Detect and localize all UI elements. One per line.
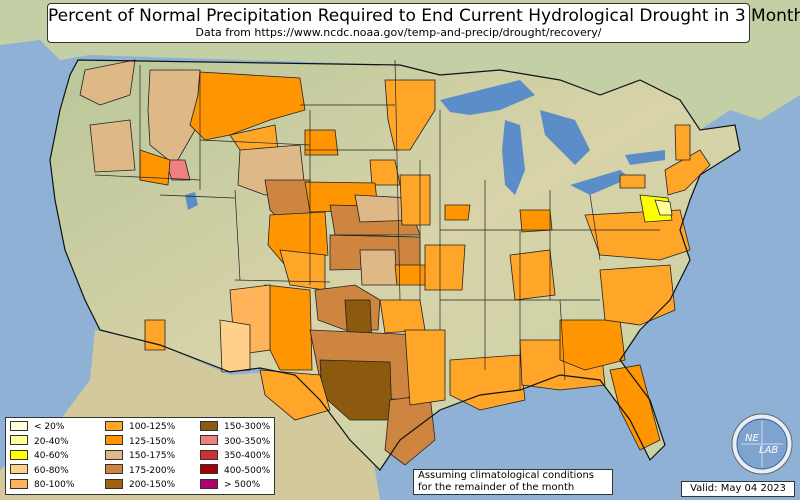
legend-item: < 20% <box>10 420 65 433</box>
legend-label: 60-80% <box>34 465 69 476</box>
legend-swatch <box>105 449 123 460</box>
legend-item: 150-300% <box>200 420 271 433</box>
note-line-1: Assuming climatological conditions <box>418 470 594 481</box>
map-title: Percent of Normal Precipitation Required… <box>48 6 800 26</box>
map-subtitle: Data from https://www.ncdc.noaa.gov/temp… <box>195 26 602 39</box>
lake-huron <box>540 110 590 165</box>
logo-text-2: LAB <box>759 445 778 456</box>
legend-swatch <box>10 435 28 445</box>
logo-text-1: NE <box>745 433 759 444</box>
legend-swatch <box>105 478 123 489</box>
legend-item: 150-175% <box>105 449 176 462</box>
legend-item: 100-125% <box>105 420 176 433</box>
legend-item: 175-200% <box>105 464 176 477</box>
legend-swatch <box>200 449 218 460</box>
legend-swatch <box>200 464 218 474</box>
legend-label: 200-150% <box>129 480 176 490</box>
assumption-note: Assuming climatological conditions for t… <box>413 469 613 495</box>
drought-regions <box>79 59 711 466</box>
legend-item: 350-400% <box>200 449 271 462</box>
legend-item: 40-60% <box>10 449 69 462</box>
legend-label: 150-175% <box>129 451 176 461</box>
lake-superior <box>440 80 535 115</box>
state-borders <box>94 59 660 390</box>
nelab-logo-icon: NE LAB <box>731 413 793 475</box>
legend-label: 175-200% <box>129 465 176 476</box>
legend-label: 80-100% <box>34 480 75 490</box>
legend-item: 125-150% <box>105 435 176 448</box>
legend-item: 200-150% <box>105 478 176 491</box>
title-box: Percent of Normal Precipitation Required… <box>47 3 800 43</box>
legend-swatch <box>10 478 28 489</box>
lake-michigan <box>502 120 525 195</box>
legend-swatch <box>200 435 218 445</box>
legend: < 20% 20-40% 40-60% 60-80% 80-100% 100-125% 12… <box>5 417 275 495</box>
legend-label: 125-150% <box>129 436 176 447</box>
valid-date: Valid: May 04 2023 <box>681 481 795 497</box>
legend-item: 20-40% <box>10 435 69 448</box>
legend-swatch <box>200 478 218 489</box>
legend-item: 400-500% <box>200 464 271 477</box>
legend-item: 300-350% <box>200 435 271 448</box>
legend-swatch <box>105 435 123 445</box>
legend-label: 350-400% <box>224 451 271 461</box>
legend-label: 20-40% <box>34 436 69 447</box>
legend-item: > 500% <box>200 478 261 491</box>
legend-label: 300-350% <box>224 436 271 447</box>
legend-label: 150-300% <box>224 422 271 432</box>
legend-label: < 20% <box>34 422 65 432</box>
legend-label: 100-125% <box>129 422 176 432</box>
lake-ontario <box>625 150 665 165</box>
legend-swatch <box>10 420 28 431</box>
legend-item: 80-100% <box>10 478 75 491</box>
lake-erie <box>570 170 630 195</box>
legend-swatch <box>200 420 218 431</box>
us-border <box>49 59 741 471</box>
legend-swatch <box>10 464 28 474</box>
legend-swatch <box>10 449 28 460</box>
legend-label: > 500% <box>224 480 261 490</box>
legend-swatch <box>105 420 123 431</box>
legend-label: 40-60% <box>34 451 69 461</box>
legend-item: 60-80% <box>10 464 69 477</box>
legend-swatch <box>105 464 123 474</box>
legend-label: 400-500% <box>224 465 271 476</box>
note-line-2: for the remainder of the month <box>418 482 575 493</box>
